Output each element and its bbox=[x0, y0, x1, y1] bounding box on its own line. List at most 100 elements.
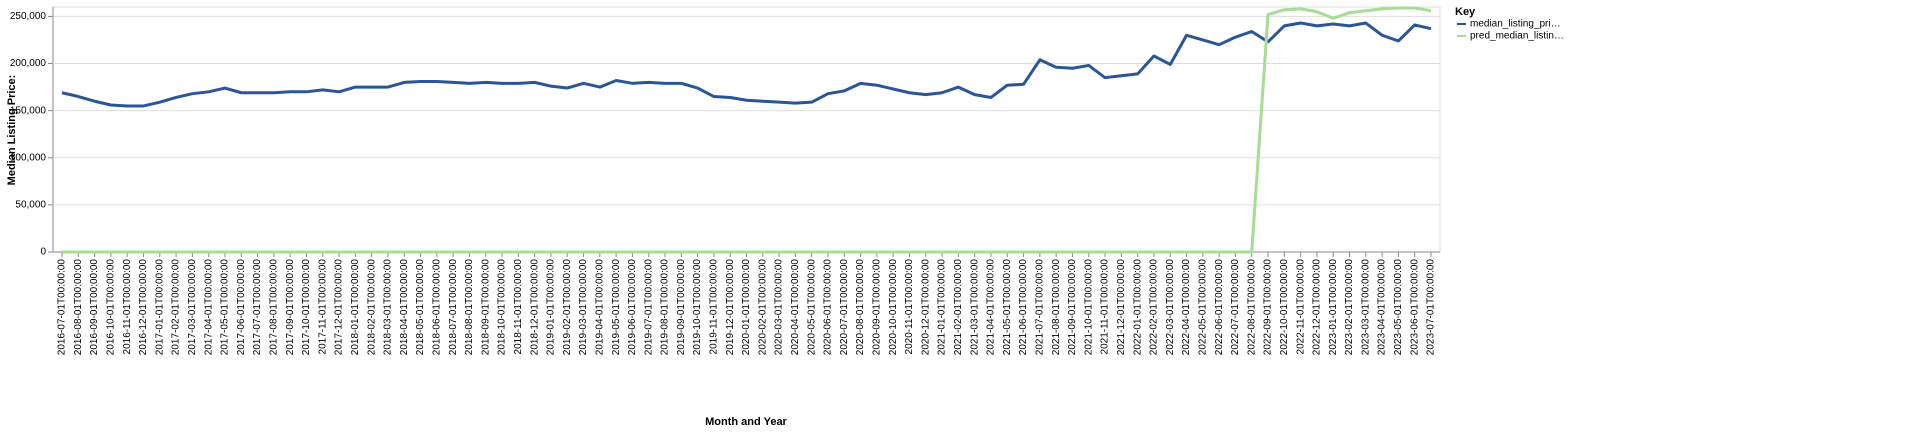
legend-title: Key bbox=[1455, 6, 1476, 18]
legend-label: median_listing_pri… bbox=[1470, 19, 1561, 30]
x-tick-label: 2016-07-01T00:00:00 bbox=[57, 259, 68, 356]
x-tick-label: 2017-04-01T00:00:00 bbox=[203, 259, 214, 356]
x-tick-label: 2020-09-01T00:00:00 bbox=[872, 259, 883, 356]
x-tick-label: 2017-07-01T00:00:00 bbox=[252, 259, 263, 356]
x-tick-label: 2021-03-01T00:00:00 bbox=[969, 259, 980, 356]
x-tick-label: 2018-10-01T00:00:00 bbox=[497, 259, 508, 356]
x-tick-label: 2023-04-01T00:00:00 bbox=[1377, 259, 1388, 356]
x-tick-label: 2019-09-01T00:00:00 bbox=[676, 259, 687, 356]
x-tick-label: 2022-10-01T00:00:00 bbox=[1279, 259, 1290, 356]
x-tick-label: 2018-09-01T00:00:00 bbox=[480, 259, 491, 356]
x-tick-label: 2018-08-01T00:00:00 bbox=[464, 259, 475, 356]
x-tick-label: 2019-04-01T00:00:00 bbox=[594, 259, 605, 356]
x-tick-label: 2022-05-01T00:00:00 bbox=[1197, 259, 1208, 356]
x-tick-label: 2021-02-01T00:00:00 bbox=[953, 259, 964, 356]
x-tick-label: 2021-09-01T00:00:00 bbox=[1067, 259, 1078, 356]
x-tick-label: 2018-01-01T00:00:00 bbox=[350, 259, 361, 356]
x-tick-label: 2020-10-01T00:00:00 bbox=[888, 259, 899, 356]
x-tick-label: 2017-02-01T00:00:00 bbox=[171, 259, 182, 356]
x-tick-label: 2018-07-01T00:00:00 bbox=[448, 259, 459, 356]
x-tick-label: 2020-02-01T00:00:00 bbox=[757, 259, 768, 356]
x-tick-label: 2018-06-01T00:00:00 bbox=[431, 259, 442, 356]
x-tick-label: 2020-05-01T00:00:00 bbox=[806, 259, 817, 356]
x-tick-label: 2022-12-01T00:00:00 bbox=[1312, 259, 1323, 356]
y-tick-label: 200,000 bbox=[10, 58, 47, 69]
x-tick-label: 2017-09-01T00:00:00 bbox=[285, 259, 296, 356]
x-tick-label: 2017-06-01T00:00:00 bbox=[236, 259, 247, 356]
x-tick-label: 2018-04-01T00:00:00 bbox=[399, 259, 410, 356]
x-tick-label: 2019-02-01T00:00:00 bbox=[562, 259, 573, 356]
x-tick-label: 2019-03-01T00:00:00 bbox=[578, 259, 589, 356]
x-tick-label: 2021-04-01T00:00:00 bbox=[986, 259, 997, 356]
x-tick-label: 2021-01-01T00:00:00 bbox=[937, 259, 948, 356]
x-tick-label: 2017-01-01T00:00:00 bbox=[154, 259, 165, 356]
x-tick-label: 2017-12-01T00:00:00 bbox=[334, 259, 345, 356]
x-tick-label: 2016-10-01T00:00:00 bbox=[106, 259, 117, 356]
line-series bbox=[61, 21, 1432, 108]
x-tick-label: 2023-03-01T00:00:00 bbox=[1360, 259, 1371, 356]
x-tick-label: 2020-06-01T00:00:00 bbox=[823, 259, 834, 356]
x-tick-label: 2018-05-01T00:00:00 bbox=[415, 259, 426, 356]
x-tick-label: 2020-01-01T00:00:00 bbox=[741, 259, 752, 356]
x-tick-label: 2016-12-01T00:00:00 bbox=[138, 259, 149, 356]
x-tick-label: 2022-02-01T00:00:00 bbox=[1149, 259, 1160, 356]
x-tick-label: 2020-12-01T00:00:00 bbox=[920, 259, 931, 356]
x-tick-label: 2022-11-01T00:00:00 bbox=[1295, 259, 1306, 355]
x-tick-label: 2016-09-01T00:00:00 bbox=[89, 259, 100, 356]
x-tick-label: 2023-02-01T00:00:00 bbox=[1344, 259, 1355, 356]
x-tick-label: 2021-11-01T00:00:00 bbox=[1100, 259, 1111, 355]
x-tick-label: 2021-08-01T00:00:00 bbox=[1051, 259, 1062, 356]
x-tick-label: 2019-05-01T00:00:00 bbox=[611, 259, 622, 356]
x-tick-label: 2022-08-01T00:00:00 bbox=[1246, 259, 1257, 356]
x-tick-label: 2018-03-01T00:00:00 bbox=[383, 259, 394, 356]
x-tick-label: 2021-07-01T00:00:00 bbox=[1034, 259, 1045, 356]
x-tick-label: 2021-12-01T00:00:00 bbox=[1116, 259, 1127, 356]
x-tick-label: 2020-07-01T00:00:00 bbox=[839, 259, 850, 356]
x-tick-label: 2017-11-01T00:00:00 bbox=[317, 259, 328, 355]
x-tick-label: 2021-05-01T00:00:00 bbox=[1002, 259, 1013, 356]
x-tick-label: 2019-12-01T00:00:00 bbox=[725, 259, 736, 356]
x-tick-label: 2022-06-01T00:00:00 bbox=[1214, 259, 1225, 356]
x-tick-label: 2018-11-01T00:00:00 bbox=[513, 259, 524, 355]
y-tick-label: 150,000 bbox=[10, 105, 47, 116]
x-tick-label: 2019-07-01T00:00:00 bbox=[643, 259, 654, 356]
x-tick-label: 2022-01-01T00:00:00 bbox=[1132, 259, 1143, 356]
x-axis-title: Month and Year bbox=[705, 416, 787, 428]
x-tick-label: 2019-06-01T00:00:00 bbox=[627, 259, 638, 356]
x-tick-label: 2021-10-01T00:00:00 bbox=[1083, 259, 1094, 356]
y-tick-label: 0 bbox=[40, 247, 46, 258]
y-tick-label: 100,000 bbox=[10, 152, 47, 163]
line-series bbox=[62, 6, 1432, 254]
y-axis-title: Median Listing Price: bbox=[6, 75, 18, 186]
x-tick-label: 2023-01-01T00:00:00 bbox=[1328, 259, 1339, 356]
x-tick-label: 2023-05-01T00:00:00 bbox=[1393, 259, 1404, 356]
x-tick-label: 2019-11-01T00:00:00 bbox=[709, 259, 720, 355]
x-tick-label: 2018-12-01T00:00:00 bbox=[529, 259, 540, 356]
legend-label: pred_median_listin… bbox=[1470, 31, 1564, 42]
x-tick-label: 2020-03-01T00:00:00 bbox=[774, 259, 785, 356]
x-tick-label: 2023-06-01T00:00:00 bbox=[1409, 259, 1420, 356]
x-tick-label: 2020-08-01T00:00:00 bbox=[855, 259, 866, 356]
x-tick-label: 2019-01-01T00:00:00 bbox=[546, 259, 557, 356]
x-tick-label: 2022-09-01T00:00:00 bbox=[1263, 259, 1274, 356]
x-tick-label: 2019-08-01T00:00:00 bbox=[660, 259, 671, 356]
x-tick-label: 2016-11-01T00:00:00 bbox=[122, 259, 133, 355]
x-tick-label: 2020-04-01T00:00:00 bbox=[790, 259, 801, 356]
x-tick-label: 2021-06-01T00:00:00 bbox=[1018, 259, 1029, 356]
x-tick-label: 2018-02-01T00:00:00 bbox=[366, 259, 377, 356]
x-tick-label: 2017-08-01T00:00:00 bbox=[269, 259, 280, 356]
x-tick-label: 2017-10-01T00:00:00 bbox=[301, 259, 312, 356]
x-tick-label: 2022-07-01T00:00:00 bbox=[1230, 259, 1241, 356]
y-tick-label: 250,000 bbox=[10, 11, 47, 22]
x-tick-label: 2016-08-01T00:00:00 bbox=[73, 259, 84, 356]
x-tick-label: 2019-10-01T00:00:00 bbox=[692, 259, 703, 356]
x-tick-label: 2017-03-01T00:00:00 bbox=[187, 259, 198, 356]
y-tick-label: 50,000 bbox=[15, 200, 46, 211]
x-tick-label: 2023-07-01T00:00:00 bbox=[1426, 259, 1437, 356]
plot-frame bbox=[52, 6, 1441, 253]
x-tick-label: 2022-03-01T00:00:00 bbox=[1165, 259, 1176, 356]
x-tick-label: 2020-11-01T00:00:00 bbox=[904, 259, 915, 355]
x-tick-label: 2022-04-01T00:00:00 bbox=[1181, 259, 1192, 356]
x-tick-label: 2017-05-01T00:00:00 bbox=[220, 259, 231, 356]
